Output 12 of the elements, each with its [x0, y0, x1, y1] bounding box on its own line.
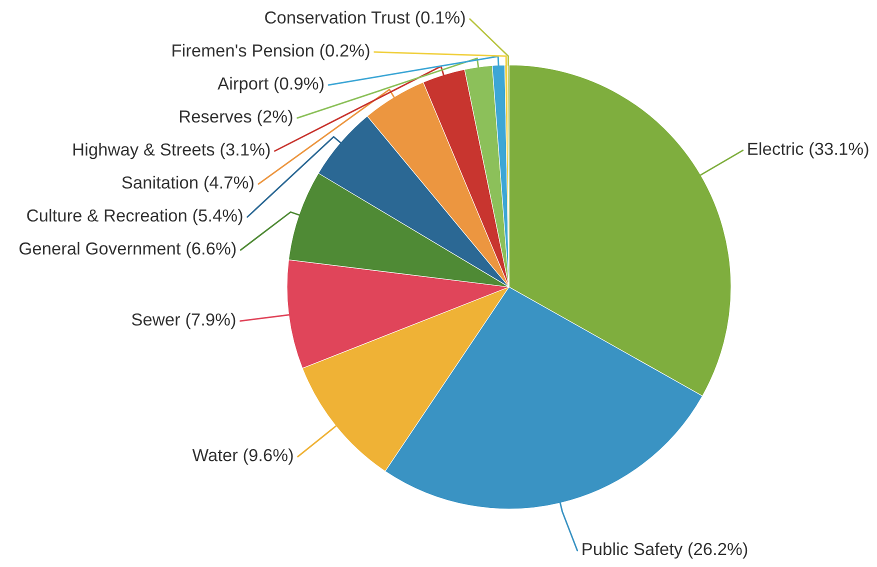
slice-label: Water (9.6%) — [192, 448, 293, 465]
slice-label: Sanitation (4.7%) — [122, 176, 254, 192]
slice-label: Highway & Streets (3.1%) — [73, 142, 270, 160]
slice-label: Conservation Trust (0.1%) — [265, 10, 465, 28]
slice-label: Public Safety (26.2%) — [582, 542, 748, 559]
slice-label: Firemen's Pension (0.2%) — [172, 44, 370, 60]
slice-label: Culture & Recreation (5.4%) — [27, 208, 242, 226]
slice-label: Airport (0.9%) — [218, 76, 324, 94]
slice-label: Electric (33.1%) — [748, 142, 868, 158]
slice-label: Sewer (7.9%) — [132, 312, 236, 330]
slice-label: General Government (6.6%) — [20, 242, 236, 258]
slice-label: Reserves (2%) — [180, 110, 292, 126]
